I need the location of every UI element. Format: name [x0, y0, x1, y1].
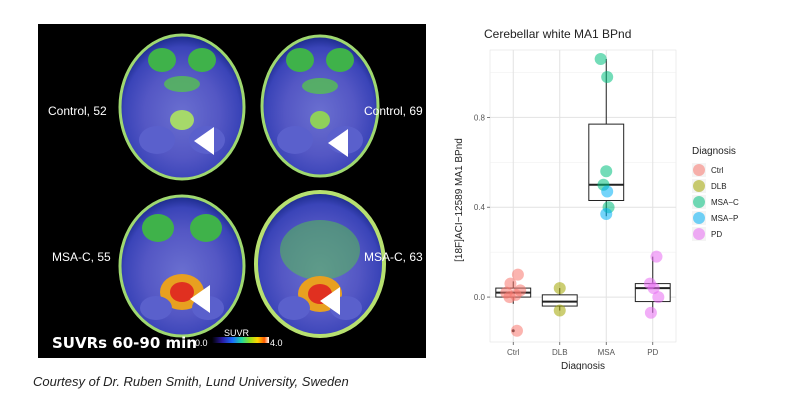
legend-label: Ctrl [711, 166, 724, 175]
data-point [644, 306, 657, 319]
data-point [503, 291, 516, 304]
data-point [601, 185, 614, 198]
data-point [601, 70, 614, 83]
legend-key [693, 212, 705, 224]
data-point [553, 304, 566, 317]
legend-label: PD [711, 230, 722, 239]
y-tick-label: 0.4 [474, 203, 486, 212]
scan-control-52 [118, 33, 246, 181]
colorbar-min-label: 0.0 [195, 338, 208, 348]
legend-label: MSA−P [711, 214, 738, 223]
scan-label: MSA-C, 55 [52, 250, 111, 264]
scan-label: MSA-C, 63 [364, 250, 423, 264]
x-tick-label: DLB [552, 348, 568, 357]
arrowhead-marker-1 [194, 127, 214, 155]
legend: Diagnosis Ctrl DLB MSA−C MSA−P PD [692, 146, 739, 241]
legend-title: Diagnosis [692, 146, 736, 157]
pet-scan-images [118, 33, 386, 343]
data-point [647, 282, 660, 295]
y-tick-label: 0.8 [474, 113, 486, 122]
data-point [650, 250, 663, 263]
data-point [553, 282, 566, 295]
arrowhead-marker-2 [328, 129, 348, 157]
y-tick-label: 0.0 [474, 293, 486, 302]
legend-label: MSA−C [711, 198, 739, 207]
scan-control-69 [260, 34, 380, 178]
legend-key [693, 196, 705, 208]
scan-msa-c-63 [254, 190, 386, 338]
legend-key [693, 228, 705, 240]
arrowhead-marker-4 [320, 287, 340, 315]
pet-scan-panel: Control, 52 Control, 69 MSA-C, 55 MSA-C,… [38, 24, 426, 358]
x-tick-label: Ctrl [507, 348, 520, 357]
data-point [600, 207, 613, 220]
data-point [652, 291, 665, 304]
scan-label: Control, 69 [364, 104, 423, 118]
data-point [510, 324, 523, 337]
axis-layer: 0.0 0.4 0.8 Ctrl DLB MSA PD [474, 113, 659, 357]
x-axis-label: Diagnosis [561, 361, 605, 370]
data-point [600, 165, 613, 178]
y-axis-label: [18F]ACI−12589 MA1 BPnd [454, 138, 465, 262]
x-tick-label: MSA [598, 348, 616, 357]
legend-key [693, 180, 705, 192]
arrowhead-marker-3 [190, 285, 210, 313]
data-point [504, 277, 517, 290]
colorbar-max-label: 4.0 [270, 338, 283, 348]
point-layer [500, 52, 665, 337]
data-point [594, 52, 607, 65]
chart-title: Cerebellar white MA1 BPnd [484, 27, 631, 41]
scan-msa-c-55 [118, 194, 246, 338]
box-body [541, 294, 578, 307]
legend-key [693, 164, 705, 176]
scan-label: Control, 52 [48, 104, 107, 118]
data-point [511, 268, 524, 281]
x-tick-label: PD [647, 348, 658, 357]
suvr-colorbar [212, 337, 269, 343]
colorbar-title: SUVR [224, 328, 250, 338]
legend-label: DLB [711, 182, 727, 191]
suvr-caption: SUVRs 60-90 min [52, 334, 197, 352]
image-credit-caption: Courtesy of Dr. Ruben Smith, Lund Univer… [33, 374, 349, 389]
